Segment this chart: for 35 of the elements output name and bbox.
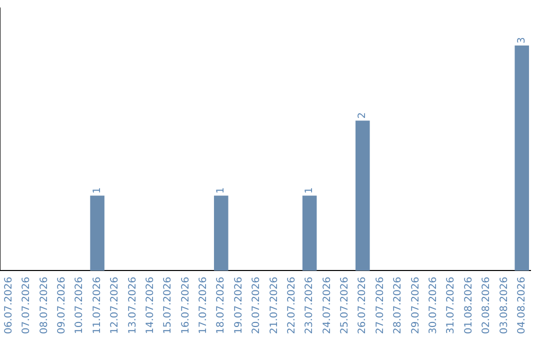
x-tick-label: 30.07.2026	[428, 276, 440, 334]
x-tick-label: 22.07.2026	[286, 276, 298, 334]
x-tick-label: 29.07.2026	[410, 276, 422, 334]
x-tick-label: 26.07.2026	[357, 276, 368, 334]
x-tick-label: 10.07.2026	[74, 276, 86, 334]
x-tick-label: 01.08.2026	[463, 276, 474, 334]
x-tick-label: 15.07.2026	[162, 276, 174, 334]
x-tick-label: 20.07.2026	[251, 276, 262, 334]
x-tick-label: 19.07.2026	[233, 276, 244, 334]
x-tick-label: 17.07.2026	[198, 276, 210, 334]
x-tick-label: 25.07.2026	[340, 276, 351, 334]
data-label: 1	[92, 187, 103, 194]
x-tick-label: 27.07.2026	[374, 276, 386, 334]
x-tick-label: 13.07.2026	[127, 276, 138, 334]
data-label: 3	[516, 37, 528, 44]
x-tick-label: 06.07.2026	[3, 276, 14, 334]
x-tick-label: 02.08.2026	[481, 276, 492, 334]
x-tick-label: 18.07.2026	[216, 276, 227, 334]
x-tick-label: 03.08.2026	[498, 276, 510, 334]
x-tick-label: 31.07.2026	[446, 276, 457, 334]
x-tick-label: 12.07.2026	[110, 276, 121, 334]
x-tick-label: 09.07.2026	[56, 276, 68, 334]
x-tick-label: 04.08.2026	[516, 276, 528, 334]
data-label: 1	[304, 187, 316, 194]
x-tick-label: 07.07.2026	[21, 276, 32, 334]
data-label: 1	[216, 187, 227, 194]
x-tick-label: 11.07.2026	[92, 276, 103, 334]
x-tick-label: 23.07.2026	[304, 276, 316, 334]
x-tick-label: 24.07.2026	[322, 276, 333, 334]
x-tick-label: 08.07.2026	[38, 276, 50, 334]
x-tick-label: 28.07.2026	[392, 276, 404, 334]
x-tick-label: 21.07.2026	[268, 276, 280, 334]
data-label: 2	[357, 112, 368, 119]
x-tick-label: 14.07.2026	[144, 276, 156, 334]
x-tick-label: 16.07.2026	[180, 276, 192, 334]
